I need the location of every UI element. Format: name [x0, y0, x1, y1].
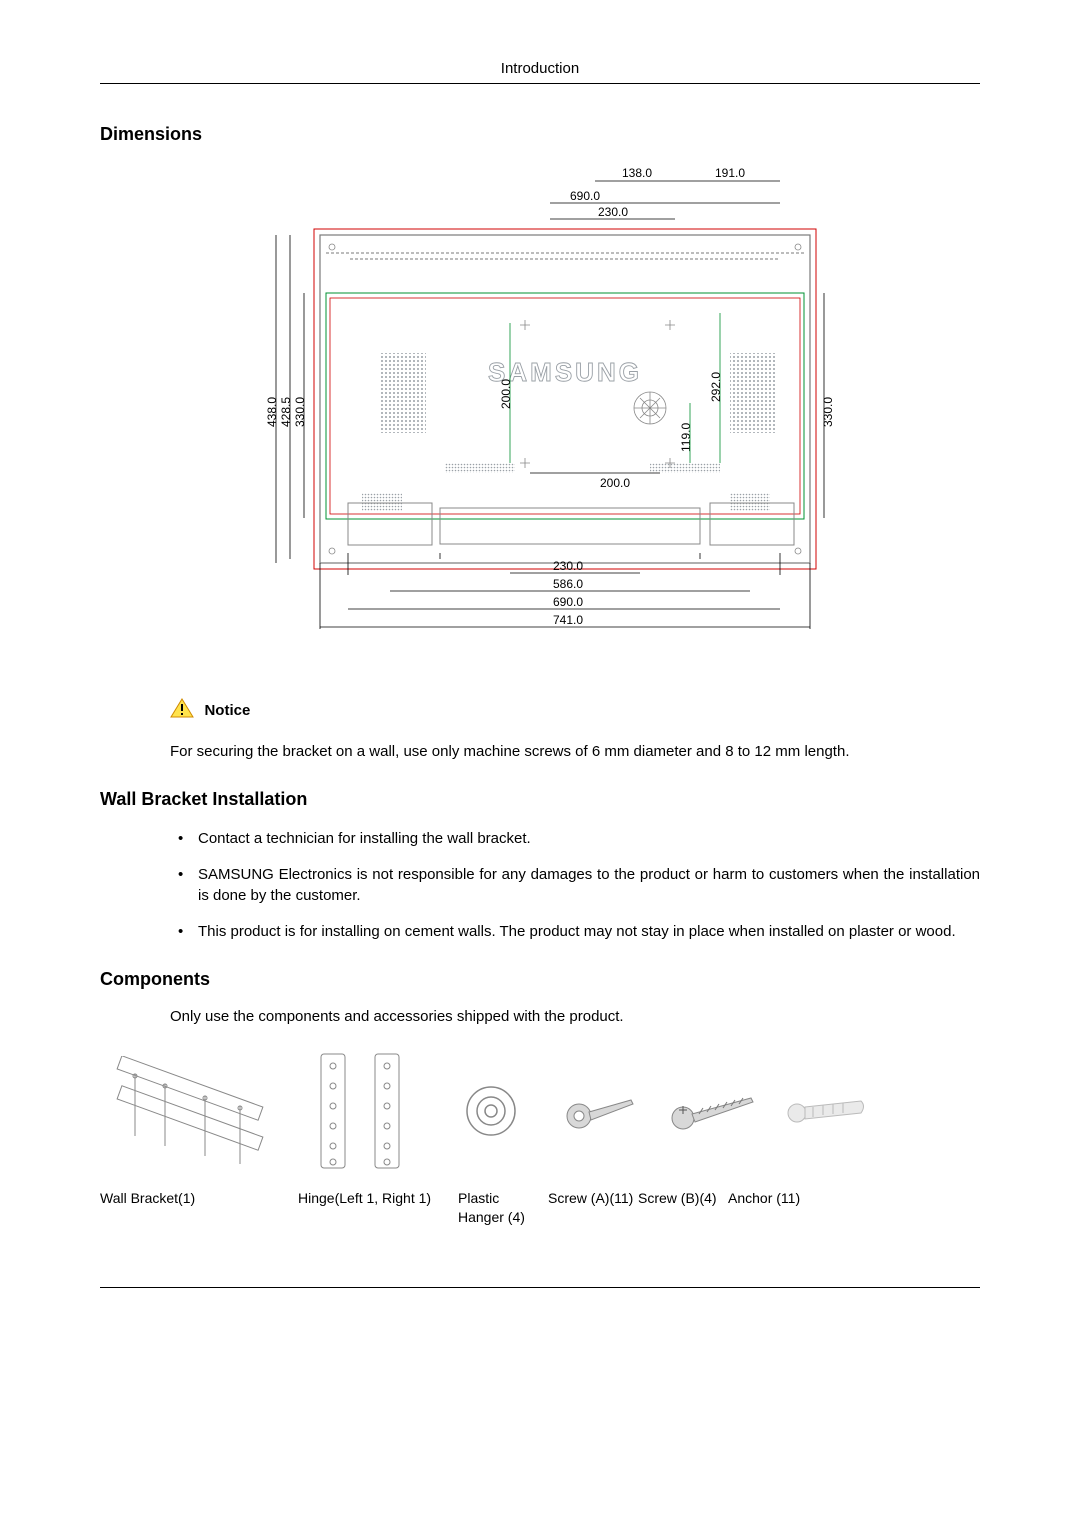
dim-label-330-right: 330.0	[821, 397, 835, 427]
dim-label-741: 741.0	[553, 613, 583, 627]
hinge-icon	[303, 1051, 423, 1171]
plastic-hanger-icon	[456, 1051, 526, 1171]
chapter-title: Introduction	[501, 60, 579, 77]
bullet-item: Contact a technician for installing the …	[170, 828, 980, 850]
label-wall-bracket: Wall Bracket(1)	[100, 1189, 298, 1227]
dim-label-119: 119.0	[679, 423, 693, 452]
dimensions-svg: 138.0 191.0 690.0 230.0 438.0 428.5 330.…	[220, 163, 860, 663]
label-hinge: Hinge(Left 1, Right 1)	[298, 1189, 458, 1227]
dim-label-690-bot: 690.0	[553, 595, 583, 609]
footer-rule	[100, 1287, 980, 1288]
dim-label-292: 292.0	[709, 372, 723, 402]
anchor-icon	[783, 1051, 868, 1171]
section-title-wall-bracket: Wall Bracket Installation	[100, 789, 980, 810]
screw-a-icon	[559, 1051, 639, 1171]
components-intro: Only use the components and accessories …	[170, 1008, 980, 1025]
dimensions-diagram: 138.0 191.0 690.0 230.0 438.0 428.5 330.…	[220, 163, 860, 663]
dim-label-330-left: 330.0	[293, 397, 307, 427]
bullet-item: This product is for installing on cement…	[170, 921, 980, 943]
dim-label-586: 586.0	[553, 577, 583, 591]
warning-icon	[170, 698, 194, 723]
bullet-item: SAMSUNG Electronics is not responsible f…	[170, 864, 980, 908]
label-screw-a: Screw (A)(11)	[548, 1189, 638, 1227]
dim-label-200-v: 200.0	[499, 379, 513, 409]
notice-label: Notice	[204, 702, 250, 719]
dim-label-4285: 428.5	[279, 397, 293, 427]
section-title-components: Components	[100, 969, 980, 990]
dim-label-200-h: 200.0	[600, 476, 630, 490]
dim-label-690-top: 690.0	[570, 189, 600, 203]
wall-bracket-icon	[105, 1051, 275, 1171]
wall-bracket-bullets: Contact a technician for installing the …	[170, 828, 980, 943]
dim-label-230-top: 230.0	[598, 205, 628, 219]
label-anchor: Anchor (11)	[728, 1189, 818, 1227]
dim-label-438: 438.0	[265, 397, 279, 427]
label-screw-b: Screw (B)(4)	[638, 1189, 728, 1227]
dim-label-230-bot: 230.0	[553, 559, 583, 573]
dimensions-diagram-container: 138.0 191.0 690.0 230.0 438.0 428.5 330.…	[100, 163, 980, 668]
notice-row: Notice	[170, 698, 980, 723]
section-title-dimensions: Dimensions	[100, 124, 980, 145]
dim-label-138: 138.0	[622, 166, 652, 180]
dim-label-191: 191.0	[715, 166, 745, 180]
components-labels-row: Wall Bracket(1) Hinge(Left 1, Right 1) P…	[100, 1189, 980, 1227]
page-header: Introduction	[100, 60, 980, 84]
notice-text: For securing the bracket on a wall, use …	[170, 741, 980, 763]
label-plastic-hanger: Plastic Hanger (4)	[458, 1189, 548, 1227]
components-images-row	[100, 1051, 980, 1171]
screw-b-icon	[665, 1051, 760, 1171]
